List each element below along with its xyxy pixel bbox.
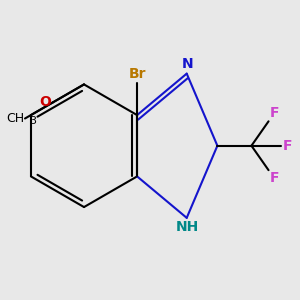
Text: F: F: [283, 139, 292, 153]
Text: 3: 3: [29, 116, 36, 127]
Text: CH: CH: [6, 112, 24, 125]
Text: O: O: [40, 95, 51, 109]
Text: NH: NH: [176, 220, 199, 234]
Text: N: N: [182, 57, 194, 71]
Text: F: F: [269, 171, 279, 185]
Text: F: F: [269, 106, 279, 121]
Text: Br: Br: [128, 67, 146, 81]
